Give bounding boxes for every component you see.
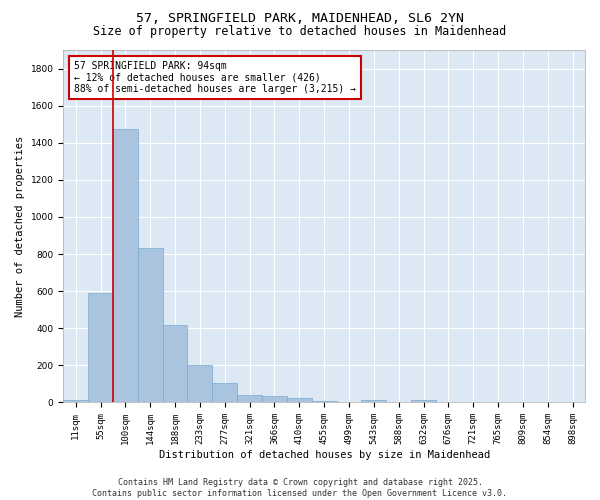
Bar (212, 383, 237, 402)
Text: Contains HM Land Registry data © Crown copyright and database right 2025.
Contai: Contains HM Land Registry data © Crown c… (92, 478, 508, 498)
Bar (411, 400, 436, 402)
Bar (138, 248, 163, 402)
Bar (312, 401, 337, 402)
Bar (88, 293, 113, 403)
Bar (237, 396, 262, 402)
Bar (63, 400, 88, 402)
Bar (287, 398, 312, 402)
Bar (361, 400, 386, 402)
Bar (163, 326, 187, 402)
Text: 57, SPRINGFIELD PARK, MAIDENHEAD, SL6 2YN: 57, SPRINGFIELD PARK, MAIDENHEAD, SL6 2Y… (136, 12, 464, 26)
Text: 57 SPRINGFIELD PARK: 94sqm
← 12% of detached houses are smaller (426)
88% of sem: 57 SPRINGFIELD PARK: 94sqm ← 12% of deta… (74, 60, 356, 94)
Y-axis label: Number of detached properties: Number of detached properties (15, 136, 25, 317)
Bar (262, 396, 287, 402)
Bar (113, 129, 138, 402)
Text: Size of property relative to detached houses in Maidenhead: Size of property relative to detached ho… (94, 25, 506, 38)
X-axis label: Distribution of detached houses by size in Maidenhead: Distribution of detached houses by size … (158, 450, 490, 460)
Bar (187, 366, 212, 403)
